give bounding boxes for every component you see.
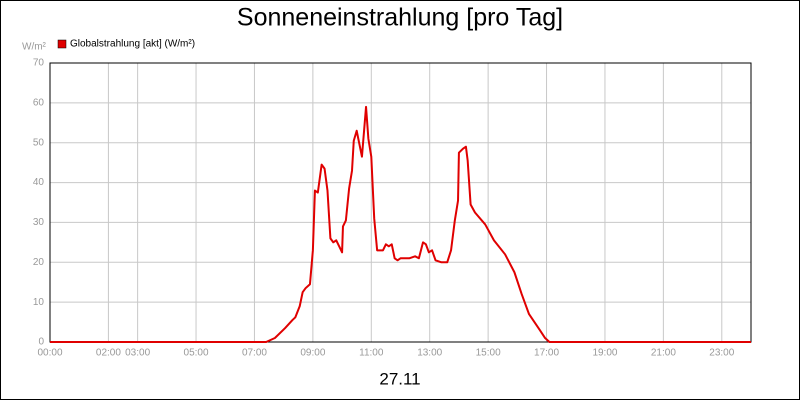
x-tick-label: 19:00 <box>592 348 617 359</box>
plot-area <box>50 63 751 342</box>
y-tick-label: 20 <box>33 257 45 268</box>
y-tick-label: 60 <box>33 97 45 108</box>
legend-label: Globalstrahlung [akt] (W/m²) <box>70 39 195 50</box>
x-tick-label: 11:00 <box>359 348 384 359</box>
y-tick-label: 40 <box>33 177 45 188</box>
plot-border <box>49 62 752 343</box>
legend-swatch <box>57 39 67 49</box>
y-tick-label: 50 <box>33 137 45 148</box>
x-tick-label: 03:00 <box>125 348 150 359</box>
x-tick-label: 23:00 <box>709 348 734 359</box>
chart-title: Sonneneinstrahlung [pro Tag] <box>237 4 563 32</box>
y-tick-label: 0 <box>38 337 44 348</box>
data-line <box>50 105 751 343</box>
x-tick-label: 02:00 <box>96 348 121 359</box>
x-tick-label: 09:00 <box>300 348 325 359</box>
x-tick-label: 17:00 <box>534 348 559 359</box>
y-unit: W/m² <box>22 42 47 53</box>
x-tick-label: 21:00 <box>651 348 676 359</box>
y-tick-label: 70 <box>33 58 45 69</box>
x-tick-label: 05:00 <box>184 348 209 359</box>
y-tick-label: 10 <box>33 297 45 308</box>
x-tick-label: 13:00 <box>417 348 442 359</box>
x-tick-label: 07:00 <box>242 348 267 359</box>
x-label: 27.11 <box>379 369 420 388</box>
x-tick-label: 00:00 <box>37 348 62 359</box>
x-tick-label: 15:00 <box>476 348 501 359</box>
y-tick-label: 30 <box>33 217 45 228</box>
